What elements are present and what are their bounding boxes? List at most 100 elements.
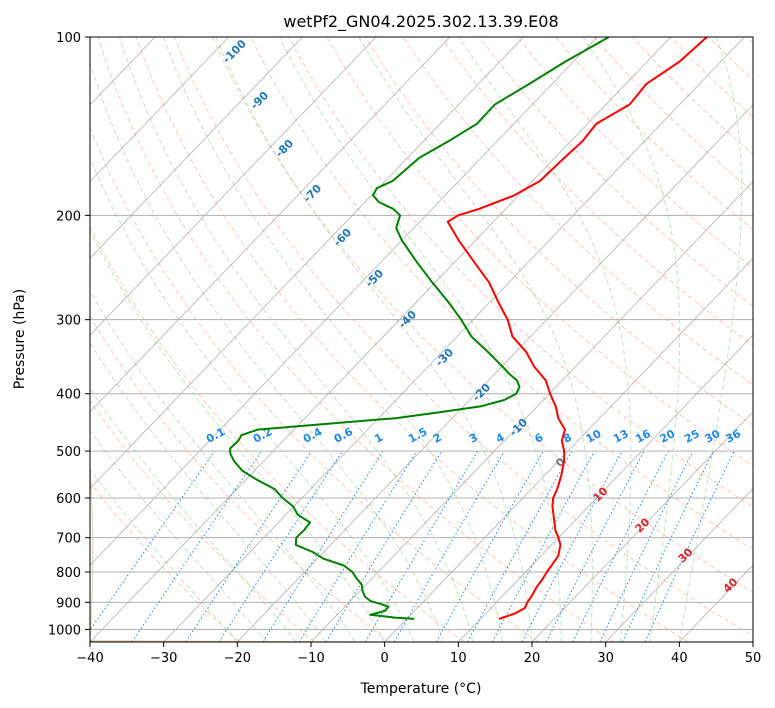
isotherm [163,37,745,642]
dry-adiabat [90,126,540,642]
mixing-ratio-line [491,450,595,642]
mixing-ratio-label: 1 [372,431,385,446]
isotherm-label: -50 [363,267,386,290]
wet-bulb-curve [90,640,312,642]
y-tick-label: 100 [56,31,81,46]
dry-adiabat [364,37,753,426]
mixing-ratio-label: 0.6 [332,425,356,446]
isotherm-label: -80 [273,137,296,160]
dry-adiabat [97,37,614,642]
isotherm [679,564,753,642]
isotherm-label: -70 [301,182,324,205]
isotherm [90,37,377,336]
isotherm [90,37,230,183]
mixing-ratio-label: 4 [494,431,507,446]
x-tick-label: 20 [524,651,541,666]
x-tick-label: −20 [224,651,251,666]
dry-adiabat [211,37,753,593]
moist-adiabat [119,37,474,642]
mixing-ratio-line [185,450,313,642]
mixing-ratio-line [644,450,735,642]
isotherm-label: -90 [248,89,271,112]
isotherm [90,37,672,642]
dry-adiabat [288,37,753,508]
dry-adiabat [402,37,753,386]
moist-adiabat [90,468,238,642]
dry-adiabat [631,37,753,155]
moist-adiabat [458,37,632,642]
x-tick-label: 30 [597,651,614,666]
x-axis-label: Temperature (°C) [360,681,482,697]
profile-lines [229,37,708,620]
moist-adiabat [358,37,593,642]
mixing-ratio-line [572,450,669,642]
mixing-ratio-label: 30 [703,427,723,446]
isotherm [752,641,753,642]
mixing-ratio-line [325,450,443,642]
y-tick-label: 1000 [48,623,81,638]
dry-adiabat [135,37,689,642]
y-tick-label: 800 [56,566,81,581]
moist-adiabat [162,37,503,642]
isotherm [90,37,524,490]
mixing-ratio-line [521,450,623,642]
x-tick-label: 50 [745,651,762,666]
mixing-ratio-line [435,450,544,642]
y-tick-label: 900 [56,596,81,611]
mixing-ratio-line [218,450,343,642]
y-tick-label: 700 [56,532,81,547]
y-tick-label: 300 [56,314,81,329]
dry-adiabat [479,37,753,307]
background-lines [0,37,753,642]
isotherm [90,37,451,413]
dry-adiabat [250,37,753,551]
dewpoint-profile [229,37,610,620]
wet-bulb-curve [90,640,238,642]
x-tick-label: −10 [297,651,324,666]
mixing-ratio-label: 16 [633,427,653,446]
dry-adiabat [746,37,753,44]
mixing-ratio-label: 25 [682,427,702,446]
y-tick-label: 500 [56,445,81,460]
y-tick-label: 400 [56,388,81,403]
dry-adiabat [90,399,316,642]
mixing-ratio-label: 2 [431,431,444,446]
isotherm [237,104,753,642]
isotherm-label: 40 [721,575,741,595]
isotherm-label: 20 [633,515,653,535]
moist-adiabat [90,289,356,642]
mixing-ratio-label: 6 [533,431,546,446]
mixing-ratio-label: 20 [658,427,678,446]
mixing-ratio-label: 13 [611,427,631,446]
y-tick-label: 200 [56,209,81,224]
mixing-ratio-label: 10 [584,427,604,446]
moist-adiabat [90,341,327,642]
chart-title: wetPf2_GN04.2025.302.13.39.E08 [283,12,558,32]
mixing-ratio-line [467,450,573,642]
dry-adiabat [708,37,753,81]
isotherm [310,181,753,642]
mixing-ratio-line [298,450,418,642]
isotherm-label: -60 [331,226,354,249]
moist-adiabat [678,37,743,642]
y-axis: 100 200 300 400 500 600 700 800 900 1000 [48,31,90,638]
mixing-ratio-label: 0.1 [204,425,227,446]
mixing-ratio-line [364,450,479,642]
isotherm [0,37,8,642]
dry-adiabat [90,315,390,642]
moist-adiabat [90,387,297,642]
mixing-ratio-label: 36 [723,427,743,446]
isotherm [531,411,753,642]
dry-adiabat [440,37,753,346]
moist-adiabat [90,60,445,642]
isotherm-label: -40 [396,308,419,331]
x-tick-label: 10 [450,651,467,666]
mixing-ratio-line [131,450,263,642]
moist-adiabat [90,156,415,642]
isotherm [90,37,303,259]
x-tick-label: −40 [76,651,103,666]
x-tick-label: 40 [671,651,688,666]
isotherm [458,334,753,642]
y-axis-label: Pressure (hPa) [12,289,28,389]
